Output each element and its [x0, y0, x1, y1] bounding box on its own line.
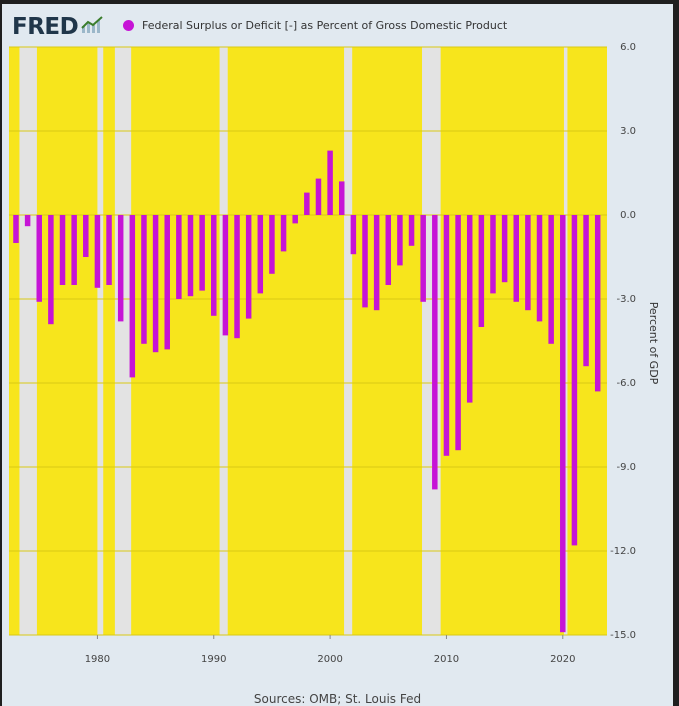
bar [211, 215, 217, 316]
bar [327, 150, 333, 215]
y-axis-title: Percent of GDP [647, 302, 660, 385]
bar [187, 215, 194, 297]
logo-text: FRED [12, 14, 79, 40]
bar [13, 215, 19, 243]
plain-band [219, 47, 228, 635]
plain-band [97, 47, 104, 635]
bar [594, 215, 601, 392]
bar [199, 215, 205, 291]
plain-band [563, 47, 568, 635]
bar [71, 215, 77, 285]
plain-band [114, 47, 132, 635]
bar [59, 215, 66, 285]
bar [571, 215, 578, 546]
source-note: Sources: OMB; St. Louis Fed [253, 692, 422, 706]
bar [269, 215, 275, 274]
bar [536, 215, 543, 322]
bar [490, 215, 496, 294]
bar [338, 181, 345, 215]
y-tick-label: -9.0 [616, 462, 636, 473]
bar [94, 215, 101, 288]
bar [292, 215, 298, 224]
bar [525, 215, 531, 311]
bar [176, 215, 182, 299]
y-tick-label: -15.0 [610, 630, 636, 641]
bar [83, 215, 89, 257]
bar [257, 215, 264, 294]
bar [478, 215, 485, 327]
bar [373, 215, 380, 311]
bar [408, 215, 415, 246]
bar [304, 192, 310, 215]
bar [385, 215, 392, 285]
bar [548, 215, 554, 344]
chart-line-icon [81, 16, 105, 38]
x-tick-label: 1990 [201, 654, 226, 665]
bar [48, 215, 54, 325]
bar [466, 215, 473, 403]
bar [315, 178, 322, 215]
y-tick-label: -6.0 [616, 378, 636, 389]
y-tick-label: -12.0 [610, 546, 636, 557]
bar [455, 215, 461, 451]
plain-band [19, 47, 37, 635]
legend-series-label: Federal Surplus or Deficit [-] as Percen… [142, 19, 508, 32]
y-tick-label: 0.0 [620, 210, 636, 221]
plot-background [9, 47, 607, 635]
bar [513, 215, 520, 302]
bar [420, 215, 426, 302]
bar [443, 215, 450, 456]
plain-band [344, 47, 353, 635]
y-tick-label: 3.0 [620, 126, 636, 137]
y-tick-label: -3.0 [616, 294, 636, 305]
bar [501, 215, 508, 283]
bar [245, 215, 252, 319]
bar [280, 215, 287, 252]
x-tick-label: 2010 [434, 654, 459, 665]
bar [36, 215, 42, 302]
bar [583, 215, 589, 367]
bar [560, 215, 566, 633]
chart-legend: Federal Surplus or Deficit [-] as Percen… [123, 19, 507, 32]
bar [397, 215, 403, 266]
bar [24, 215, 31, 227]
bar [117, 215, 124, 322]
bar [106, 215, 112, 285]
bar [432, 215, 438, 490]
legend-swatch [123, 20, 134, 31]
bar [164, 215, 170, 350]
plain-band [422, 47, 441, 635]
fred-logo[interactable]: FRED [12, 14, 105, 40]
bar [141, 215, 147, 344]
bar [152, 215, 159, 353]
bar [362, 215, 368, 308]
x-tick-label: 2020 [550, 654, 575, 665]
x-tick-label: 2000 [317, 654, 342, 665]
bar [234, 215, 240, 339]
bar [129, 215, 136, 378]
bar [222, 215, 229, 336]
y-tick-label: 6.0 [620, 42, 636, 53]
x-tick-label: 1980 [85, 654, 110, 665]
bar [350, 215, 357, 255]
